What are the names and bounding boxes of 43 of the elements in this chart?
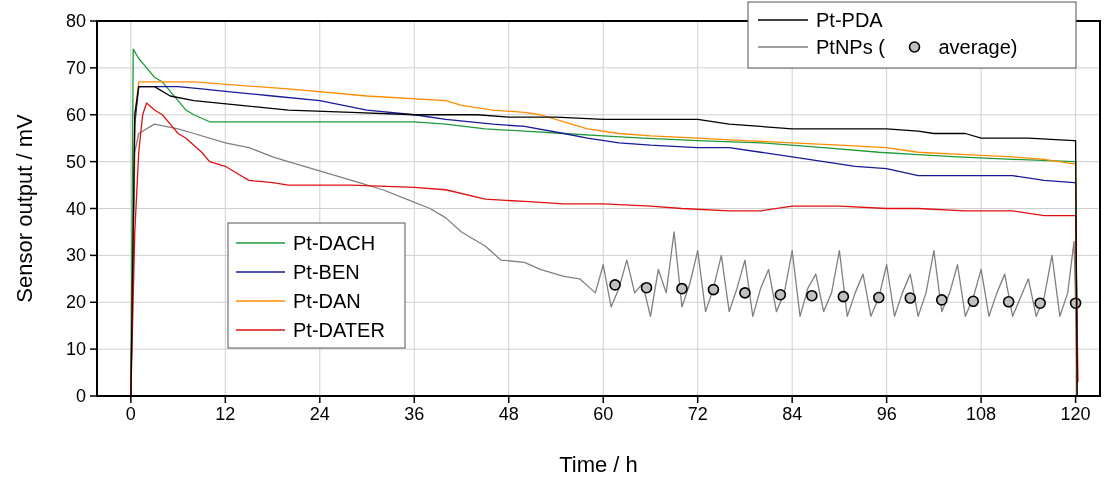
y-tick-label: 0	[75, 386, 86, 406]
x-tick-label: 84	[782, 404, 803, 424]
point	[1034, 297, 1046, 309]
x-tick-label: 96	[876, 404, 897, 424]
x-tick-label: 108	[966, 404, 997, 424]
point	[1002, 295, 1015, 308]
legend-label: average)	[938, 36, 1018, 58]
x-tick-label: 0	[125, 404, 136, 424]
point	[872, 291, 885, 304]
legend-label: Pt-BEN	[293, 261, 360, 283]
legend-label: Pt-DATER	[293, 319, 385, 341]
y-tick-label: 60	[65, 104, 86, 125]
x-tick-label: 120	[1060, 404, 1091, 424]
point	[837, 290, 850, 303]
y-tick-label: 20	[65, 292, 86, 313]
legend-label: Pt-DACH	[293, 232, 376, 254]
x-tick-label: 24	[309, 404, 330, 424]
x-tick-label: 48	[498, 404, 519, 424]
y-tick-label: 50	[65, 151, 86, 172]
legend-label: Pt-PDA	[816, 9, 884, 31]
point	[707, 283, 720, 296]
point	[609, 279, 621, 291]
y-tick-label: 30	[65, 245, 86, 266]
point	[676, 282, 688, 295]
legend-label: Pt-DAN	[293, 290, 361, 312]
x-tick-label: 60	[593, 404, 614, 424]
legend-label: PtNPs (	[816, 36, 886, 58]
point	[640, 281, 653, 294]
x-tick-label: 36	[404, 404, 425, 424]
x-axis-title: Time / h	[559, 452, 638, 477]
y-axis-title: Sensor output / mV	[12, 114, 37, 303]
y-tick-label: 70	[65, 57, 86, 78]
y-tick-label: 80	[65, 11, 86, 31]
point	[967, 295, 980, 308]
point	[935, 294, 948, 306]
x-tick-label: 72	[687, 404, 708, 424]
point	[806, 289, 818, 302]
y-tick-label: 40	[65, 198, 86, 219]
point	[904, 292, 917, 304]
point	[739, 287, 751, 299]
x-tick-label: 12	[215, 404, 236, 424]
point	[774, 288, 787, 301]
y-tick-label: 10	[65, 339, 86, 360]
